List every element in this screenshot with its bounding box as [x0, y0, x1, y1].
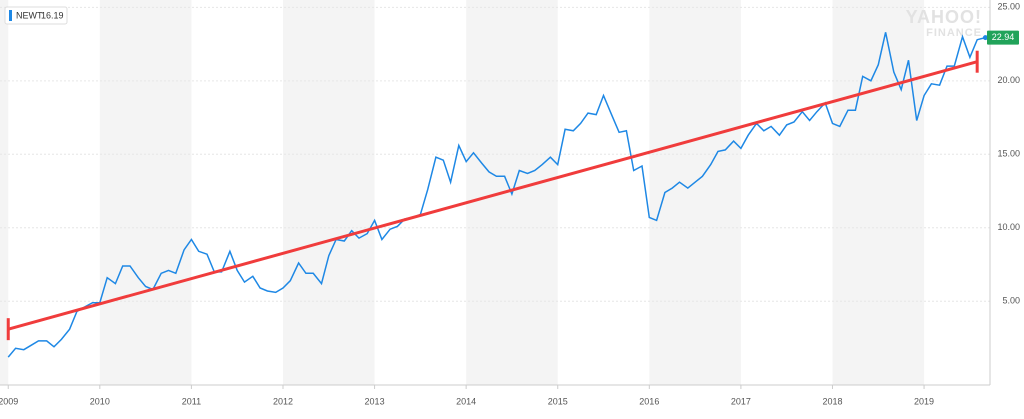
- year-band: [99, 0, 192, 385]
- watermark: YAHOO!: [906, 7, 982, 27]
- last-badge: [987, 30, 1019, 45]
- x-tick-label: 2019: [914, 396, 934, 406]
- x-tick-label: 2014: [456, 396, 476, 406]
- last-point: [982, 35, 988, 41]
- x-tick-label: 2011: [182, 396, 201, 406]
- x-tick-label: 2018: [822, 396, 842, 406]
- legend-value: 16.19: [41, 10, 64, 20]
- legend-name: NEWT: [16, 10, 43, 20]
- year-band: [832, 0, 925, 385]
- bands: [0, 0, 925, 385]
- x-tick-label: 2017: [731, 396, 751, 406]
- legend-box: [4, 6, 68, 25]
- legend-swatch: [9, 10, 12, 21]
- x-tick-label: 2012: [273, 396, 293, 406]
- y-tick-label: 15.00: [997, 149, 1020, 159]
- trend-line: [7, 60, 978, 331]
- y-tick-label: 10.00: [997, 222, 1020, 232]
- x-tick-label: 2016: [639, 396, 659, 406]
- y-tick-label: 25.00: [997, 2, 1020, 12]
- year-band: [649, 0, 741, 385]
- x-tick-label: 2013: [365, 396, 385, 406]
- last-value: 22.94: [992, 32, 1015, 42]
- y-tick-label: 20.00: [997, 75, 1020, 85]
- year-band: [282, 0, 375, 385]
- x-tick-label: 2015: [548, 396, 568, 406]
- y-tick-label: 5.00: [1002, 296, 1020, 306]
- x-tick-label: 2009: [0, 396, 18, 406]
- x-tick-label: 2010: [90, 396, 110, 406]
- year-band: [0, 0, 9, 385]
- watermark: FINANCE: [926, 27, 982, 39]
